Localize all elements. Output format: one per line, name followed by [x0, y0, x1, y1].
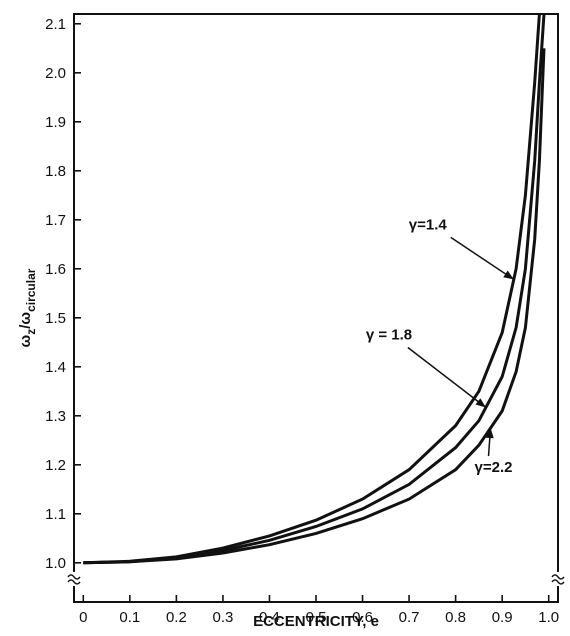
y-axis-title-sub-circular: circular — [24, 268, 38, 312]
y-tick-label: 1.7 — [45, 212, 66, 229]
plot-frame — [73, 13, 559, 603]
x-tick-label: 0.2 — [166, 609, 187, 626]
x-tick-label: 0 — [79, 609, 87, 626]
series-annotation-label: γ = 1.8 — [366, 326, 412, 343]
y-axis-title-sub-z: z — [24, 329, 38, 335]
annotation-leader-line — [450, 236, 515, 281]
y-tick-label: 1.4 — [45, 359, 66, 376]
y-axis-title: ωz/ωcircular — [17, 268, 38, 347]
axis-break-mark — [67, 574, 81, 580]
series-curves — [83, 14, 546, 565]
x-tick-label: 0.1 — [119, 609, 140, 626]
y-axis-title-omega: ω — [17, 334, 34, 347]
series-annotation-label: γ=2.2 — [475, 459, 513, 476]
y-tick-label: 1.3 — [45, 408, 66, 425]
series-annotation-label: γ=1.4 — [409, 216, 448, 233]
y-tick-label: 1.1 — [45, 506, 66, 523]
series-annotations: γ=1.4 γ = 1.8 γ=2.2 — [366, 216, 515, 476]
y-axis-ticks: 1.0 1.1 1.2 1.3 1.4 1.5 1.6 1.7 1.8 1.9 2.0 2.1 — [45, 16, 81, 572]
axis-break-mark — [551, 579, 565, 585]
x-tick-label: 0.5 — [306, 609, 327, 626]
x-tick-label: 0.4 — [259, 609, 280, 626]
series-curve-3 — [83, 48, 546, 565]
y-tick-label: 1.9 — [45, 114, 66, 131]
x-axis-ticks: 0 0.1 0.2 0.3 0.4 0.5 0.6 0.7 0.8 0.9 1.0 — [79, 595, 559, 626]
x-tick-label: 0.8 — [445, 609, 466, 626]
x-tick-label: 0.3 — [212, 609, 233, 626]
annotation-arrowhead — [485, 428, 494, 439]
x-tick-label: 1.0 — [538, 609, 559, 626]
x-tick-label: 0.7 — [399, 609, 420, 626]
x-tick-label: 0.9 — [492, 609, 513, 626]
axis-break-mark — [551, 574, 565, 580]
y-tick-label: 2.1 — [45, 16, 66, 33]
x-tick-label: 0.6 — [352, 609, 373, 626]
series-curve-2 — [83, 14, 546, 565]
axis-break-mark — [67, 579, 81, 585]
series-curve-1 — [83, 14, 541, 565]
annotation-leader-line — [407, 346, 487, 409]
y-tick-label: 1.6 — [45, 261, 66, 278]
annotation-arrowhead — [503, 270, 514, 280]
y-tick-label: 1.5 — [45, 310, 66, 327]
annotation-arrowhead — [475, 398, 486, 408]
axis-break-marks — [67, 571, 565, 586]
y-tick-label: 1.0 — [45, 555, 66, 572]
x-axis-title: ECCENTRICITY, e — [253, 613, 379, 630]
y-tick-label: 1.8 — [45, 163, 66, 180]
y-tick-label: 1.2 — [45, 457, 66, 474]
y-axis-title-slash: /ω — [17, 312, 34, 329]
y-tick-label: 2.0 — [45, 65, 66, 82]
